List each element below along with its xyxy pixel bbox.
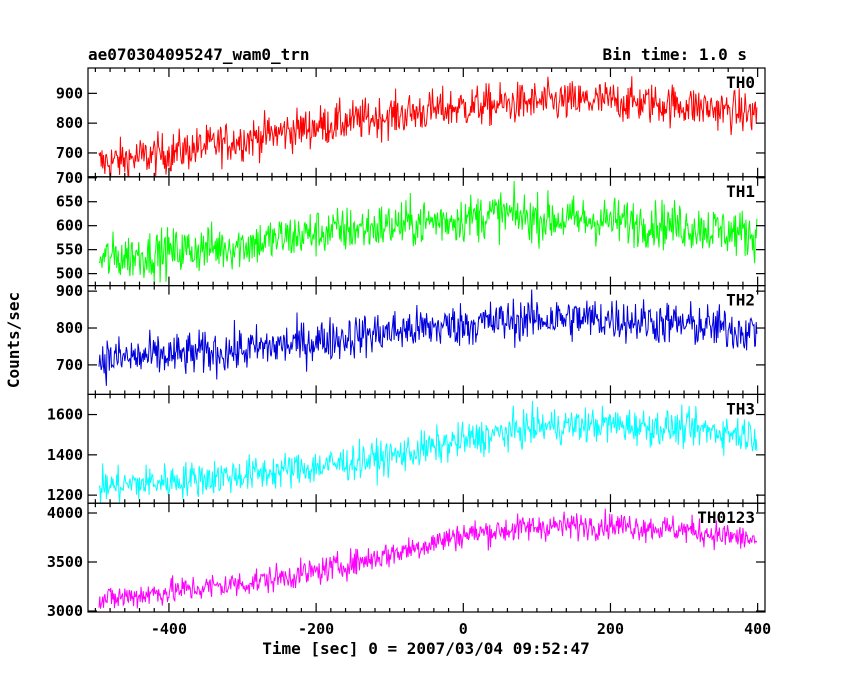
panel-name-th2: TH2 — [726, 291, 755, 310]
series-th0123 — [98, 508, 758, 609]
panel-name-th0123: TH0123 — [697, 508, 755, 527]
x-axis-label: Time [sec] 0 = 2007/03/04 09:52:47 — [262, 639, 590, 658]
y-tick-label: 700 — [56, 356, 83, 374]
y-tick-label: 700 — [56, 169, 83, 187]
y-tick-label: 1400 — [47, 446, 83, 464]
panel-frame — [87, 502, 766, 613]
y-tick-label: 900 — [56, 282, 83, 300]
x-tick-label: 400 — [744, 620, 771, 638]
y-tick-label: 500 — [56, 265, 83, 283]
panel-name-th3: TH3 — [726, 399, 755, 418]
x-tick-label: 0 — [459, 620, 468, 638]
panel-name-th1: TH1 — [726, 182, 755, 201]
y-tick-label: 650 — [56, 193, 83, 211]
series-th0 — [98, 76, 758, 177]
bin-time-label: Bin time: 1.0 s — [603, 45, 748, 64]
y-tick-label: 1200 — [47, 486, 83, 504]
x-tick-label: -400 — [151, 620, 187, 638]
y-tick-label: 800 — [56, 319, 83, 337]
y-tick-label: 900 — [56, 84, 83, 102]
y-tick-label: 3000 — [47, 602, 83, 620]
series-th3 — [98, 400, 758, 504]
panels-group: 700 800 900 TH0 500 550 600 650 700 TH1 700 800 900 T… — [47, 67, 771, 638]
y-tick-label: 550 — [56, 241, 83, 259]
y-tick-label: 700 — [56, 144, 83, 162]
y-tick-label: 600 — [56, 217, 83, 235]
x-tick-label: 200 — [597, 620, 624, 638]
y-tick-label: 3500 — [47, 553, 83, 571]
y-axis-label: Counts/sec — [4, 292, 23, 388]
y-tick-label: 800 — [56, 114, 83, 132]
chart-title: ae070304095247_wam0_trn — [88, 45, 310, 64]
series-th1 — [98, 180, 758, 283]
series-th2 — [98, 289, 758, 386]
y-tick-label: 4000 — [47, 504, 83, 522]
x-tick-label: -200 — [298, 620, 334, 638]
panel-name-th0: TH0 — [726, 73, 755, 92]
y-tick-label: 1600 — [47, 406, 83, 424]
